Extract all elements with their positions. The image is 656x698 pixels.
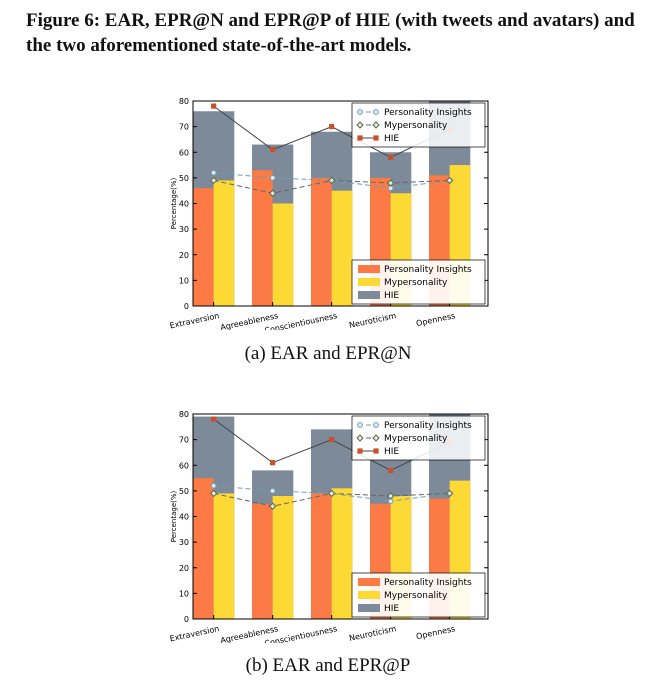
point-hie [211, 103, 217, 109]
bar-mypersonality [213, 180, 235, 306]
point-mypersonality [327, 176, 336, 185]
y-tick-label: 80 [179, 410, 189, 419]
bar-personality-insights [252, 503, 273, 619]
point-mypersonality [386, 492, 395, 500]
y-tick-label: 50 [179, 487, 189, 496]
legend-bar-swatch [358, 291, 380, 299]
legend-marker [356, 434, 364, 442]
legend-marker [372, 434, 380, 442]
point-personality-insights [269, 487, 276, 494]
y-tick-label: 20 [179, 251, 189, 260]
bar-mypersonality [272, 496, 294, 619]
y-tick-label: 70 [179, 436, 189, 445]
legend-marker [357, 135, 363, 141]
legend-bar-swatch [358, 578, 380, 586]
legend-bar-swatch [358, 265, 380, 273]
y-axis-label: Percentage(%) [170, 490, 178, 542]
y-tick-label: 0 [184, 615, 189, 624]
legend-marker [373, 135, 379, 141]
x-tick-label: Openness [415, 624, 456, 641]
point-hie [329, 437, 335, 443]
legend-line-label: Mypersonality [384, 434, 448, 444]
caption-a: (a) EAR and EPR@N [244, 343, 412, 364]
point-personality-insights [210, 482, 217, 489]
point-mypersonality [268, 502, 277, 510]
point-hie [211, 416, 217, 422]
y-tick-label: 10 [179, 589, 189, 598]
legend-marker [356, 121, 364, 129]
legend-marker [357, 109, 363, 115]
point-mypersonality [445, 176, 454, 185]
legend-bar-label: Mypersonality [384, 278, 448, 288]
y-tick-label: 40 [179, 200, 189, 209]
legend-line-label: Personality Insights [384, 108, 472, 118]
y-tick-label: 40 [179, 513, 189, 522]
legend-line-label: Mypersonality [384, 121, 448, 131]
y-tick-label: 80 [179, 97, 189, 106]
legend-bar-swatch [358, 278, 380, 286]
figure-heading: Figure 6: EAR, EPR@N and EPR@P of HIE (w… [26, 10, 635, 56]
bar-mypersonality [331, 190, 353, 306]
x-tick-label: Extraversion [169, 311, 220, 330]
point-mypersonality [445, 489, 454, 498]
x-tick-label: Extraversion [169, 624, 220, 643]
legend-marker [357, 448, 363, 454]
bar-mypersonality [272, 203, 294, 306]
legend-bar-label: Personality Insights [384, 578, 472, 588]
y-tick-label: 60 [179, 148, 189, 157]
bar-personality-insights [252, 170, 273, 306]
x-tick-label: Openness [415, 311, 456, 328]
y-tick-label: 20 [179, 564, 189, 573]
legend-line-label: HIE [384, 134, 399, 144]
legend-bar-label: Personality Insights [384, 265, 472, 275]
bar-mypersonality [331, 488, 353, 619]
legend-marker [373, 109, 379, 115]
point-mypersonality [327, 489, 336, 498]
bar-personality-insights [193, 478, 214, 619]
x-tick-label: Neuroticism [348, 311, 397, 330]
legend-marker [357, 422, 363, 428]
legend-bar-label: HIE [384, 291, 399, 301]
point-hie [329, 124, 335, 130]
point-hie [270, 460, 276, 466]
point-hie [388, 154, 394, 160]
legend-bar-swatch [358, 591, 380, 599]
point-hie [388, 467, 394, 473]
x-tick-label: Neuroticism [348, 624, 397, 643]
legend-bar-swatch [358, 604, 380, 612]
legend-bar-label: Mypersonality [384, 591, 448, 601]
point-mypersonality [386, 179, 395, 187]
legend-marker [373, 448, 379, 454]
y-tick-label: 30 [179, 225, 189, 234]
bar-mypersonality [213, 493, 235, 619]
y-tick-label: 10 [179, 276, 189, 285]
y-tick-label: 60 [179, 461, 189, 470]
legend-marker [373, 422, 379, 428]
bar-personality-insights [311, 177, 332, 306]
y-axis-label: Percentage(%) [170, 177, 178, 229]
y-tick-label: 0 [184, 302, 189, 311]
point-mypersonality [268, 189, 277, 197]
legend-line-label: Personality Insights [384, 421, 472, 431]
legend-bar-label: HIE [384, 604, 399, 614]
bar-personality-insights [193, 188, 214, 306]
point-personality-insights [269, 174, 276, 181]
bar-personality-insights [311, 493, 332, 619]
point-personality-insights [210, 169, 217, 176]
caption-b: (b) EAR and EPR@P [245, 655, 411, 676]
point-hie [270, 147, 276, 153]
point-mypersonality [209, 176, 218, 185]
y-tick-label: 70 [179, 123, 189, 132]
y-tick-label: 50 [179, 174, 189, 183]
legend-marker [372, 121, 380, 129]
y-tick-label: 30 [179, 538, 189, 547]
legend-line-label: HIE [384, 447, 399, 457]
point-mypersonality [209, 489, 218, 498]
